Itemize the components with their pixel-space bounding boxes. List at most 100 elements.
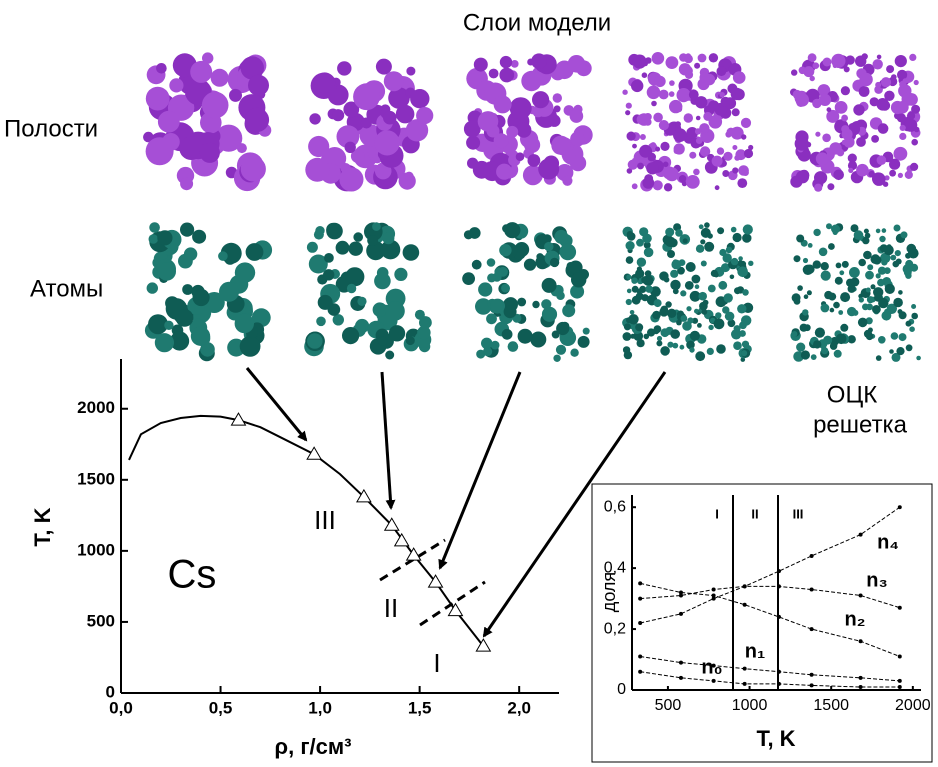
- particle: [716, 299, 722, 305]
- arrow: [438, 371, 522, 570]
- lattice-label: ОЦК: [827, 381, 877, 408]
- particle: [893, 224, 901, 232]
- particle: [651, 100, 657, 107]
- particle: [632, 58, 642, 67]
- particle: [814, 183, 823, 192]
- particle: [623, 323, 631, 331]
- particle: [906, 243, 917, 254]
- particle: [659, 307, 669, 317]
- particle: [192, 288, 210, 307]
- particle: [872, 59, 883, 70]
- particle: [890, 332, 899, 340]
- particle: [562, 304, 576, 318]
- particle: [733, 341, 742, 351]
- particle: [383, 110, 397, 125]
- particle: [701, 309, 708, 315]
- particle: [668, 91, 675, 97]
- particle: [219, 281, 239, 302]
- particle: [704, 241, 715, 252]
- y-tick-label: 500: [87, 611, 115, 630]
- arrow: [245, 367, 308, 442]
- particle: [817, 84, 831, 97]
- data-point: [742, 681, 747, 686]
- particle: [625, 241, 635, 251]
- particle: [488, 68, 499, 79]
- data-point: [711, 663, 716, 668]
- particle: [802, 309, 809, 316]
- particle: [722, 253, 732, 263]
- x-tick-label: 0,5: [209, 698, 233, 717]
- particle: [892, 260, 900, 268]
- particle: [388, 87, 410, 109]
- particle: [880, 77, 892, 88]
- particle: [718, 280, 728, 290]
- particle: [662, 161, 669, 168]
- particle: [839, 270, 845, 276]
- particle: [703, 73, 716, 86]
- particle: [722, 306, 730, 314]
- particle: [307, 333, 323, 349]
- particle: [726, 127, 736, 137]
- particle: [532, 300, 540, 309]
- particle: [145, 86, 170, 111]
- particle: [694, 128, 702, 135]
- particle: [820, 303, 830, 313]
- particle: [904, 118, 918, 132]
- data-point: [858, 593, 863, 598]
- particle: [631, 295, 641, 305]
- series-line: [640, 506, 901, 624]
- particle: [900, 231, 908, 239]
- particle: [623, 350, 633, 360]
- particle: [793, 255, 801, 263]
- particle: [862, 236, 870, 245]
- particle: [805, 141, 812, 148]
- particle: [476, 349, 486, 359]
- particle: [552, 93, 562, 103]
- particle: [879, 235, 886, 243]
- particle: [695, 351, 706, 362]
- layer-panel: [790, 223, 921, 362]
- particle: [830, 341, 838, 349]
- layer-panel: [622, 222, 754, 362]
- particle: [913, 126, 920, 133]
- model-layers: [143, 52, 921, 362]
- particle: [866, 303, 873, 311]
- particle: [740, 117, 752, 128]
- particle: [700, 239, 706, 245]
- particle: [154, 333, 174, 353]
- y-tick-label: 1000: [77, 540, 115, 559]
- particle: [881, 259, 888, 266]
- particle: [812, 260, 821, 269]
- x-tick-label: 1500: [813, 697, 849, 714]
- particle: [530, 331, 547, 348]
- particle: [826, 109, 840, 123]
- particle: [794, 136, 809, 151]
- particle: [481, 337, 493, 349]
- annotation: II: [384, 593, 398, 623]
- particle: [849, 267, 860, 278]
- particle: [865, 332, 874, 341]
- particle: [523, 258, 537, 271]
- particle: [814, 327, 826, 338]
- particle: [694, 308, 699, 314]
- annotation: II: [751, 506, 758, 521]
- particle: [853, 104, 865, 116]
- particle: [626, 168, 633, 174]
- particle: [706, 347, 714, 355]
- particle: [723, 151, 733, 161]
- particle: [904, 170, 913, 179]
- particle: [737, 260, 744, 267]
- layer-panel: [790, 53, 921, 192]
- particle: [909, 326, 915, 333]
- particle: [626, 131, 636, 141]
- particle: [866, 296, 875, 304]
- particle: [182, 284, 194, 295]
- data-point: [897, 505, 902, 510]
- particle: [684, 281, 694, 290]
- particle: [570, 348, 579, 357]
- particle: [394, 267, 408, 281]
- particle: [377, 336, 388, 346]
- particle: [553, 105, 561, 113]
- data-point: [678, 611, 683, 616]
- particle: [380, 239, 401, 260]
